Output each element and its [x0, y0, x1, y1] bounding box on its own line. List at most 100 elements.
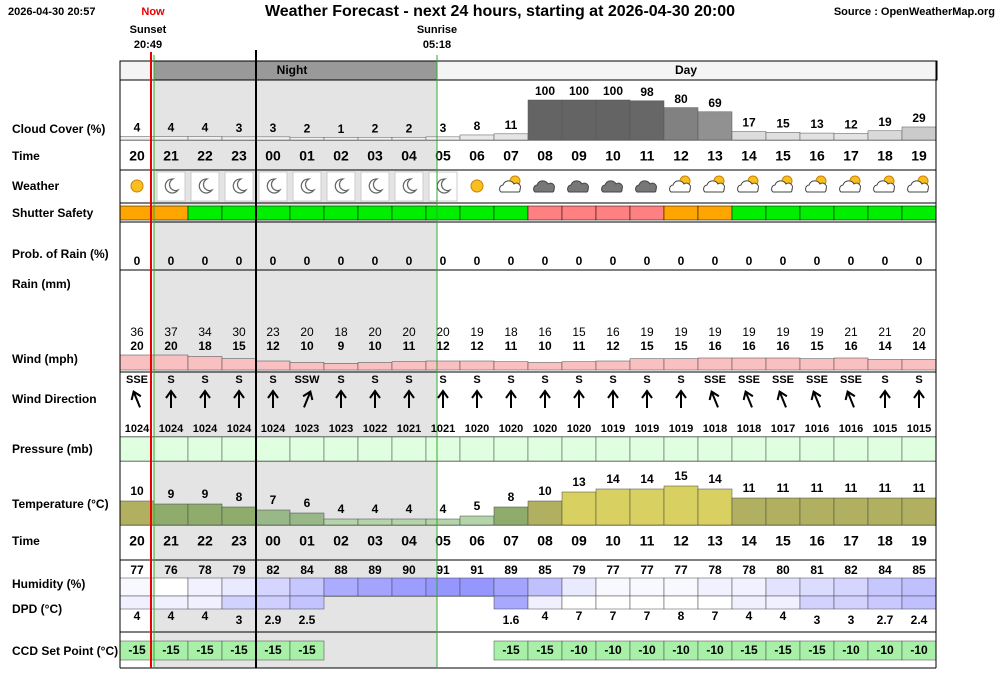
pressure-value: 1021	[397, 423, 421, 435]
pressure-value: 1022	[363, 423, 387, 435]
ccd-value: -15	[230, 643, 248, 657]
humidity-value: 88	[334, 563, 348, 577]
humidity-value: 85	[538, 563, 552, 577]
wind-dir: S	[439, 374, 446, 386]
humidity-value: 79	[232, 563, 246, 577]
cloud-bar	[731, 131, 767, 141]
wind-arrow	[437, 389, 449, 408]
cloud-value: 100	[603, 84, 623, 98]
rain-prob: 0	[542, 254, 549, 268]
moon-icon	[232, 178, 248, 194]
rain-prob: 0	[780, 254, 787, 268]
rain-prob: 0	[882, 254, 889, 268]
wind-dir: S	[915, 374, 922, 386]
wind-speed: 16	[776, 339, 790, 353]
wind-gust: 19	[776, 325, 790, 339]
hour: 16	[809, 148, 825, 164]
row-label: CCD Set Point (°C)	[12, 644, 118, 658]
humidity-cell	[119, 577, 155, 597]
dpd-cell	[901, 595, 937, 610]
cloud-value: 15	[776, 116, 790, 130]
wind-gust: 30	[232, 325, 246, 339]
humidity-value: 84	[878, 563, 892, 577]
wind-bar	[867, 359, 903, 371]
pressure-cell	[391, 436, 427, 462]
wind-speed: 12	[436, 339, 450, 353]
wind-bar	[357, 362, 393, 371]
moon-icon	[368, 178, 384, 194]
ccd-value: -15	[298, 643, 316, 657]
pressure-cell	[765, 436, 801, 462]
row-label: Weather	[12, 179, 59, 193]
humidity-cell	[731, 577, 767, 597]
temp-bar	[425, 518, 461, 526]
wind-speed: 10	[538, 339, 552, 353]
dpd-cell	[629, 595, 665, 610]
hour: 09	[571, 533, 587, 549]
moon-icon	[164, 178, 180, 194]
wind-speed: 10	[368, 339, 382, 353]
humidity-cell	[629, 577, 665, 597]
hour: 17	[843, 148, 859, 164]
shutter-cell	[731, 205, 767, 221]
cloud-bar	[833, 133, 869, 141]
wind-gust: 20	[368, 325, 382, 339]
humidity-cell	[663, 577, 699, 597]
temp-value: 14	[606, 472, 620, 486]
pressure-value: 1020	[567, 423, 591, 435]
wind-speed: 10	[300, 339, 314, 353]
humidity-value: 78	[742, 563, 756, 577]
dpd-cell	[765, 595, 801, 610]
wind-gust: 20	[402, 325, 416, 339]
title: Weather Forecast - next 24 hours, starti…	[265, 3, 735, 20]
hour: 01	[299, 148, 315, 164]
wind-gust: 37	[164, 325, 178, 339]
wind-dir: S	[541, 374, 548, 386]
wind-dir: SSE	[704, 374, 726, 386]
wind-speed: 11	[403, 339, 416, 353]
ccd-value: -10	[910, 643, 928, 657]
wind-bar	[663, 358, 699, 371]
row-label: Rain (mm)	[12, 277, 71, 291]
humidity-value: 91	[436, 563, 450, 577]
cloud-value: 1	[338, 122, 345, 136]
wind-speed: 15	[810, 339, 824, 353]
wind-speed: 12	[266, 339, 280, 353]
temp-value: 4	[406, 502, 413, 516]
humidity-cell	[289, 577, 325, 597]
wind-gust: 23	[266, 325, 280, 339]
shutter-cell	[765, 205, 801, 221]
temp-bar	[765, 497, 801, 526]
shutter-cell	[391, 205, 427, 221]
pressure-cell	[153, 436, 189, 462]
ccd-value: -10	[604, 643, 622, 657]
hour: 18	[877, 533, 893, 549]
wind-gust: 18	[334, 325, 348, 339]
cloud-value: 4	[168, 121, 175, 135]
temp-value: 11	[743, 481, 756, 495]
cloud-icon	[499, 180, 521, 193]
pressure-value: 1024	[227, 423, 252, 435]
wind-speed: 15	[232, 339, 246, 353]
hour: 10	[605, 533, 621, 549]
dpd-cell	[867, 595, 903, 610]
shutter-cell	[153, 205, 189, 221]
pressure-value: 1023	[295, 423, 319, 435]
cloud-icon	[771, 180, 793, 193]
wind-gust: 34	[198, 325, 212, 339]
cloud-bar	[799, 132, 835, 141]
ccd-value: -10	[706, 643, 724, 657]
temp-bar	[255, 509, 291, 526]
cloud-value: 4	[202, 121, 209, 135]
rain-prob: 0	[270, 254, 277, 268]
pressure-value: 1015	[873, 423, 897, 435]
pressure-cell	[833, 436, 869, 462]
rain-prob: 0	[474, 254, 481, 268]
temp-bar	[731, 497, 767, 526]
hour: 00	[265, 148, 281, 164]
hour: 14	[741, 533, 757, 549]
hour: 21	[163, 148, 179, 164]
hour: 23	[231, 533, 247, 549]
dpd-value: 1.6	[503, 613, 520, 627]
